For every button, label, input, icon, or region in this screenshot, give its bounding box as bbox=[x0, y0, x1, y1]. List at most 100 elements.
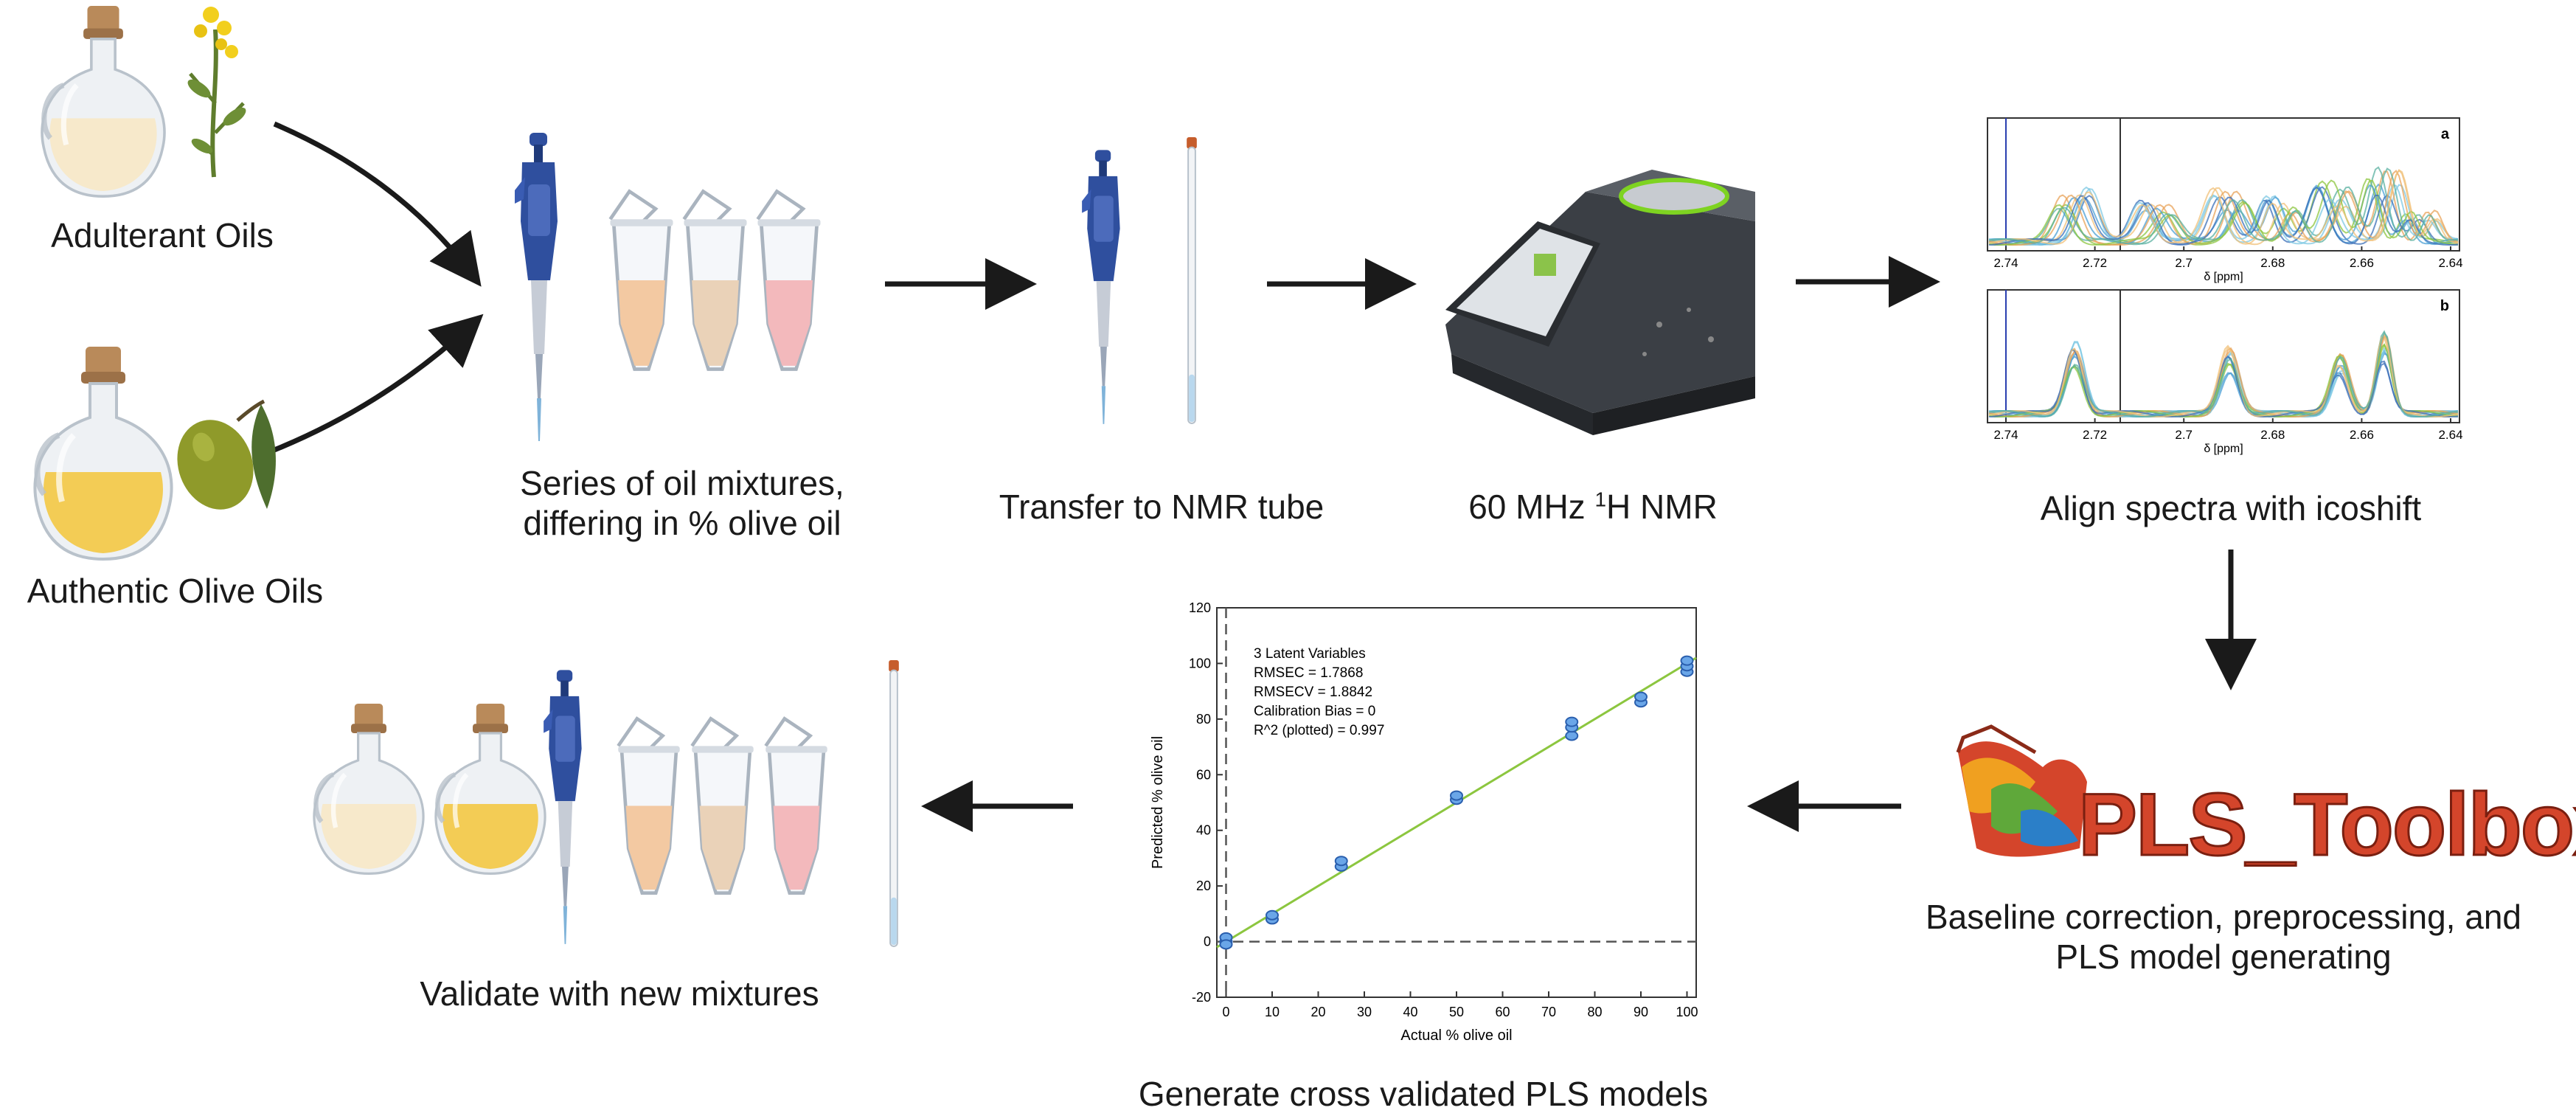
label-mixtures: Series of oil mixtures, differing in % o… bbox=[476, 463, 889, 544]
spectrum-tick-label: 2.72 bbox=[2083, 256, 2107, 270]
rapeseed-flower-icon bbox=[187, 7, 246, 178]
x-tick-label: 60 bbox=[1495, 1005, 1510, 1019]
nmr-tube-icon bbox=[1185, 137, 1198, 425]
pipette-icon bbox=[1082, 150, 1120, 424]
data-point bbox=[1266, 909, 1279, 921]
y-tick-label: 100 bbox=[1189, 656, 1211, 670]
pipette-icon bbox=[544, 670, 582, 944]
x-tick-label: 40 bbox=[1403, 1005, 1417, 1019]
panel-b-label: b bbox=[2440, 298, 2449, 314]
y-tick-label: 0 bbox=[1204, 935, 1211, 949]
spectrum-trace bbox=[1988, 170, 2459, 246]
y-tick-label: 40 bbox=[1196, 823, 1211, 838]
mixture-tube-icon bbox=[757, 191, 820, 369]
panel-a-label: a bbox=[2441, 126, 2450, 142]
olive-oil-jar-icon bbox=[35, 347, 171, 559]
spectrum-trace bbox=[1988, 170, 2459, 246]
spectrum-tick-label: 2.64 bbox=[2438, 256, 2462, 270]
data-point bbox=[1634, 691, 1648, 702]
label-mixtures-line2: differing in % olive oil bbox=[523, 504, 841, 543]
arrow-adulterant-to-mixtures bbox=[273, 121, 482, 287]
olive-icon bbox=[177, 399, 276, 510]
x-tick-label: 70 bbox=[1541, 1005, 1556, 1019]
label-validate: Validate with new mixtures bbox=[420, 974, 819, 1013]
data-point bbox=[1219, 939, 1233, 950]
x-tick-label: 30 bbox=[1357, 1005, 1372, 1019]
label-align: Align spectra with icoshift bbox=[2040, 489, 2422, 527]
spectrum-tick-label: 2.7 bbox=[2175, 428, 2193, 442]
label-adulterant-oils: Adulterant Oils bbox=[51, 216, 274, 254]
annotation-line: RMSEC = 1.7868 bbox=[1254, 665, 1363, 681]
x-tick-label: 100 bbox=[1676, 1005, 1698, 1019]
x-tick-label: 90 bbox=[1634, 1005, 1648, 1019]
x-tick-label: 50 bbox=[1449, 1005, 1464, 1019]
spectrum-trace bbox=[1988, 166, 2459, 245]
spectrum-tick-label: 2.74 bbox=[1993, 256, 2018, 270]
spectrum-tick-label: 2.66 bbox=[2350, 256, 2374, 270]
label-baseline-line1: Baseline correction, preprocessing, and bbox=[1925, 898, 2521, 936]
data-point bbox=[1334, 856, 1348, 867]
spectrum-tick-label: 2.64 bbox=[2438, 428, 2462, 442]
spectrum-tick-label: 2.72 bbox=[2083, 428, 2107, 442]
label-transfer: Transfer to NMR tube bbox=[999, 488, 1325, 526]
spectrum-trace bbox=[1988, 169, 2459, 245]
annotation-line: 3 Latent Variables bbox=[1254, 646, 1366, 662]
y-tick-label: 120 bbox=[1189, 600, 1211, 615]
data-point bbox=[1450, 790, 1463, 801]
x-tick-label: 80 bbox=[1587, 1005, 1602, 1019]
arrow-olive-to-mixtures bbox=[273, 313, 484, 453]
spectrum-tick-label: 2.66 bbox=[2350, 428, 2374, 442]
spectrum-ticks-a: 2.74 2.72 2.7 2.68 2.66 2.64 bbox=[1993, 246, 2463, 270]
data-point bbox=[1565, 730, 1579, 741]
spectrum-trace bbox=[1988, 331, 2459, 418]
label-nmr-sup: 1 bbox=[1594, 488, 1607, 511]
mixture-tube-icon bbox=[610, 191, 673, 369]
x-tick-label: 20 bbox=[1310, 1005, 1325, 1019]
label-mixtures-line1: Series of oil mixtures, bbox=[520, 464, 844, 502]
spectrum-tick-label: 2.74 bbox=[1993, 428, 2018, 442]
chart-ylabel: Predicted % olive oil bbox=[1150, 736, 1166, 869]
pipette-icon bbox=[515, 133, 558, 441]
spectrum-trace bbox=[1988, 167, 2459, 246]
spectrum-trace bbox=[1988, 186, 2459, 246]
pls-prediction-chart: 0 10 20 30 40 50 60 70 80 90 100 -20 0 20 40 60 80 100 120… bbox=[1150, 600, 1698, 1044]
mixture-tube-icon bbox=[765, 718, 827, 893]
data-point bbox=[1680, 655, 1694, 666]
spectrum-trace bbox=[1988, 184, 2459, 246]
adulterant-oil-jar-icon bbox=[42, 6, 164, 196]
mixture-tube-icon bbox=[618, 718, 679, 893]
y-tick-label: -20 bbox=[1192, 990, 1211, 1005]
spectrum-tick-label: 2.68 bbox=[2260, 256, 2285, 270]
spectrum-ticks-b: 2.74 2.72 2.7 2.68 2.66 2.64 bbox=[1993, 418, 2463, 442]
label-nmr-prefix: 60 MHz bbox=[1468, 488, 1595, 526]
annotation-line: RMSECV = 1.8842 bbox=[1254, 684, 1372, 700]
spectrum-trace bbox=[1988, 333, 2459, 418]
mixture-tube-icon bbox=[692, 718, 753, 893]
chart-annotations: 3 Latent Variables RMSEC = 1.7868 RMSECV =… bbox=[1254, 646, 1384, 738]
y-tick-label: 20 bbox=[1196, 878, 1211, 893]
aligned-spectra-figure: a b 2.74 2.72 2.7 2.68 2.66 2.64 2.74 2.72 2.7 2… bbox=[1987, 117, 2463, 455]
pls-toolbox-logo-icon bbox=[1956, 724, 2087, 857]
label-nmr-suffix: H NMR bbox=[1606, 488, 1718, 526]
pls-toolbox-logo-text: PLS_Toolbox bbox=[2077, 775, 2576, 874]
nmr-spectrometer-icon bbox=[1445, 170, 1755, 435]
olive-oil-jar-icon bbox=[436, 704, 545, 873]
annotation-line: R^2 (plotted) = 0.997 bbox=[1254, 723, 1384, 738]
y-tick-label: 80 bbox=[1196, 712, 1211, 727]
data-point bbox=[1565, 716, 1579, 727]
label-baseline: Baseline correction, preprocessing, and … bbox=[1873, 897, 2574, 977]
spectrum-tick-label: 2.68 bbox=[2260, 428, 2285, 442]
spectrum-trace bbox=[1988, 179, 2459, 246]
nmr-tube-icon bbox=[887, 660, 900, 948]
x-tick-label: 10 bbox=[1265, 1005, 1280, 1019]
spectrum-xlabel-a: δ [ppm] bbox=[2204, 271, 2243, 283]
label-nmr: 60 MHz 1H NMR bbox=[1416, 487, 1770, 527]
label-authentic-olive-oils: Authentic Olive Oils bbox=[27, 572, 324, 610]
adulterant-oil-jar-icon bbox=[314, 704, 423, 873]
annotation-line: Calibration Bias = 0 bbox=[1254, 704, 1375, 719]
mixture-tube-icon bbox=[684, 191, 746, 369]
spectrum-xlabel-b: δ [ppm] bbox=[2204, 443, 2243, 455]
label-cross-validated: Generate cross validated PLS models bbox=[1138, 1075, 1709, 1113]
